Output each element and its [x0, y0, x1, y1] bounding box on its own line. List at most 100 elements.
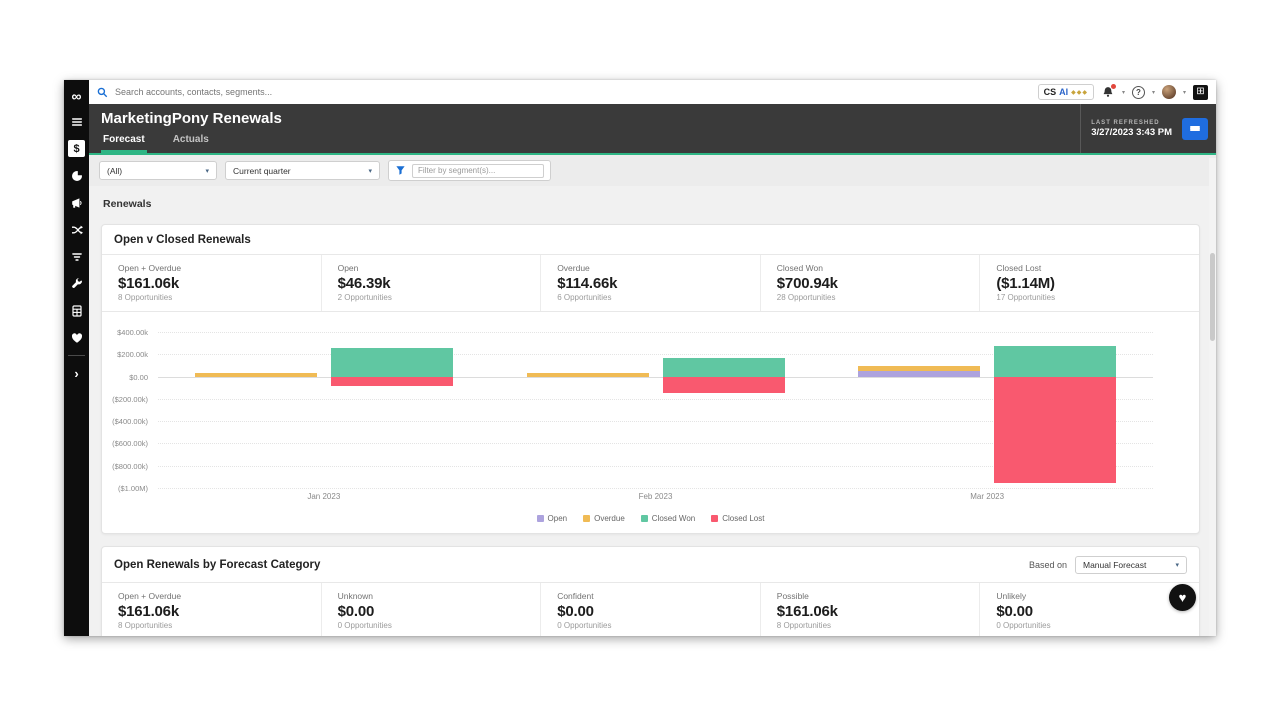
dollar-icon: $: [68, 140, 85, 157]
sidebar-item-plays[interactable]: [64, 243, 89, 270]
stat-sub: 0 Opportunities: [557, 621, 612, 630]
chart-plot: Jan 2023 Feb 2023 Mar 2023: [158, 332, 1153, 501]
bar-closed-lost-Jan 2023[interactable]: [330, 376, 453, 386]
forecast-category-card: Open Renewals by Forecast Category Based…: [101, 546, 1200, 636]
stat-label: Closed Lost: [996, 263, 1042, 273]
sidebar-item-admin[interactable]: [64, 270, 89, 297]
last-refreshed-label: LAST REFRESHED: [1091, 119, 1160, 126]
stat-closed-lost[interactable]: Closed Lost ($1.14M) 17 Opportunities: [980, 255, 1199, 311]
chart-ytick-label: ($400.00k): [112, 417, 148, 427]
sidebar-item-announcements[interactable]: [64, 189, 89, 216]
bar-overdue-Jan 2023[interactable]: [194, 373, 317, 377]
stat-overdue[interactable]: Overdue $114.66k 6 Opportunities: [541, 255, 761, 311]
stat-sub: 17 Opportunities: [996, 293, 1056, 302]
calculator-icon: [71, 304, 82, 317]
chart-ytick-label: ($1.00M): [117, 484, 148, 493]
chevron-down-icon: ▾: [205, 167, 209, 175]
sidebar-expand-button[interactable]: ›: [64, 360, 89, 387]
list-icon: [1190, 126, 1200, 131]
header-actions-button[interactable]: [1182, 117, 1208, 140]
stat-open-overdue[interactable]: Open + Overdue $161.06k 8 Opportunities: [102, 583, 322, 636]
period-filter-dropdown[interactable]: Current quarter ▾: [225, 161, 380, 180]
segment-filter-input[interactable]: [412, 163, 544, 178]
heart-icon: [71, 332, 82, 343]
stat-value: $0.00: [996, 603, 1033, 620]
sidebar-item-revenue[interactable]: $: [64, 135, 89, 162]
sidebar-item-health[interactable]: [64, 324, 89, 351]
stat-open-overdue[interactable]: Open + Overdue $161.06k 8 Opportunities: [102, 255, 322, 311]
tab-actuals[interactable]: Actuals: [172, 134, 209, 145]
notifications-button[interactable]: [1101, 84, 1116, 99]
stat-sub: 28 Opportunities: [776, 293, 836, 302]
chart-gridline: [158, 332, 1153, 333]
stat-unlikely[interactable]: Unlikely $0.00 0 Opportunities: [980, 583, 1199, 636]
notification-dot: [1110, 84, 1116, 89]
based-on-dropdown[interactable]: Manual Forecast ▾: [1075, 556, 1187, 574]
bar-overdue-Mar 2023[interactable]: [858, 365, 981, 372]
bar-overdue-Feb 2023[interactable]: [526, 373, 649, 377]
scrollbar-thumb[interactable]: [1210, 253, 1215, 341]
chart-ytick-label: $200.00k: [117, 350, 148, 360]
stat-value: $0.00: [337, 603, 375, 620]
forecast-category-stats: Open + Overdue $161.06k 8 Opportunities …: [102, 583, 1199, 636]
content-area: Renewals Open v Closed Renewals Open + O…: [89, 186, 1216, 636]
app-switcher-button[interactable]: ⊞: [1193, 84, 1208, 100]
stat-open[interactable]: Open $46.39k 2 Opportunities: [322, 255, 542, 311]
tab-bar: Forecast Actuals: [89, 130, 1080, 153]
legend-item-overdue[interactable]: Overdue: [583, 514, 625, 523]
legend-label: Open: [547, 514, 568, 523]
sidebar-item-journeys[interactable]: [64, 216, 89, 243]
legend-swatch: [536, 515, 544, 522]
legend-swatch: [583, 515, 591, 522]
user-avatar[interactable]: [1161, 85, 1176, 99]
help-button[interactable]: ?: [1131, 85, 1145, 99]
stat-value: $161.06k: [118, 275, 179, 292]
vertical-scrollbar[interactable]: [1209, 158, 1216, 636]
chart-ytick-label: $0.00: [129, 372, 148, 382]
legend-item-closed-won[interactable]: Closed Won: [640, 514, 695, 523]
chart-x-label: Jan 2023: [307, 492, 341, 501]
legend-label: Overdue: [594, 514, 625, 523]
bar-closed-won-Feb 2023[interactable]: [662, 358, 785, 377]
question-icon: ?: [1136, 87, 1141, 97]
open-v-closed-card-header: Open v Closed Renewals: [102, 225, 1199, 255]
bar-closed-won-Mar 2023[interactable]: [994, 346, 1117, 377]
stat-confident[interactable]: Confident $0.00 0 Opportunities: [541, 583, 761, 636]
heart-icon: ♥: [1178, 590, 1187, 605]
stat-closed-won[interactable]: Closed Won $700.94k 28 Opportunities: [761, 255, 981, 311]
dashboard-header-right: LAST REFRESHED 3/27/2023 3:43 PM: [1080, 104, 1216, 153]
bar-open-Mar 2023[interactable]: [858, 371, 981, 377]
owner-filter-dropdown[interactable]: (All) ▾: [99, 161, 217, 180]
sidebar-item-analytics[interactable]: [64, 162, 89, 189]
app-logo[interactable]: ∞: [64, 84, 89, 108]
search-icon[interactable]: [97, 87, 108, 98]
funnel-icon[interactable]: [395, 165, 406, 176]
chart-gridline: [158, 488, 1153, 489]
last-refreshed-value: 3/27/2023 3:43 PM: [1091, 126, 1172, 138]
stat-sub: 6 Opportunities: [557, 293, 612, 302]
stat-unknown[interactable]: Unknown $0.00 0 Opportunities: [322, 583, 542, 636]
wrench-icon: [71, 277, 82, 288]
stat-label: Unlikely: [996, 591, 1027, 601]
owner-filter-value: (All): [107, 165, 123, 176]
chevron-down-icon: ▾: [1151, 89, 1155, 96]
stat-value: $161.06k: [776, 603, 838, 620]
stat-possible[interactable]: Possible $161.06k 8 Opportunities: [761, 583, 981, 636]
feedback-heart-button[interactable]: ♥: [1169, 584, 1196, 611]
bar-closed-lost-Mar 2023[interactable]: [994, 376, 1117, 484]
stat-label: Closed Won: [776, 263, 823, 273]
stat-sub: 2 Opportunities: [337, 293, 392, 302]
dashboard-header-left: MarketingPony Renewals Forecast Actuals: [89, 104, 1080, 153]
legend-item-open[interactable]: Open: [536, 514, 568, 523]
cs-ai-badge[interactable]: CS AI ◆◆◆: [1037, 84, 1094, 100]
bar-closed-won-Jan 2023[interactable]: [330, 347, 453, 377]
legend-item-closed-lost[interactable]: Closed Lost: [711, 514, 764, 523]
sidebar-item-menu[interactable]: [64, 108, 89, 135]
global-search-input[interactable]: [115, 87, 355, 97]
stat-label: Possible: [776, 591, 809, 601]
tab-forecast[interactable]: Forecast: [101, 130, 147, 153]
stat-value: ($1.14M): [996, 275, 1055, 292]
sidebar-item-calculator[interactable]: [64, 297, 89, 324]
chart-gridline: [158, 465, 1153, 467]
bar-closed-lost-Feb 2023[interactable]: [662, 376, 785, 394]
